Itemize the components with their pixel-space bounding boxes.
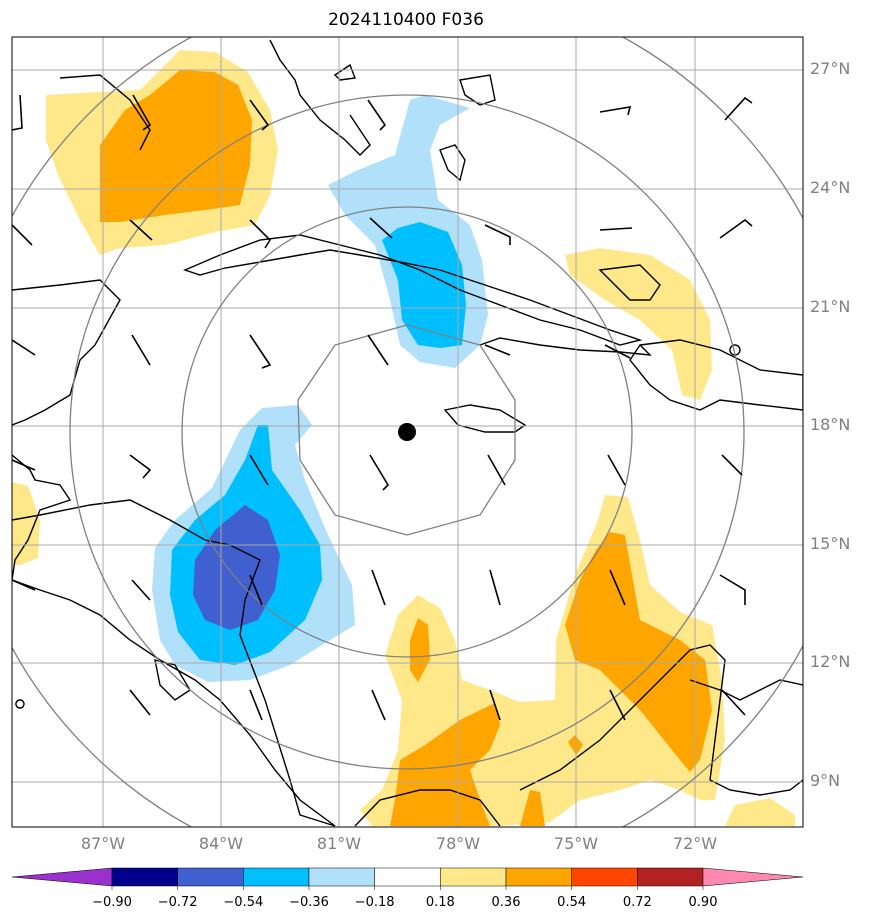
lon-label: 81°W bbox=[316, 834, 362, 853]
lat-label: 15°N bbox=[810, 534, 851, 553]
colorbar-tick-label: −0.18 bbox=[354, 895, 395, 910]
colorbar-tick-label: 0.54 bbox=[557, 895, 587, 910]
colorbar-segment bbox=[243, 867, 310, 887]
colorbar-segment bbox=[308, 867, 375, 887]
colorbar-tick-label: −0.72 bbox=[157, 895, 198, 910]
wind-barbs bbox=[12, 94, 753, 721]
lat-label: 21°N bbox=[810, 297, 851, 316]
lat-label: 18°N bbox=[810, 415, 851, 434]
coastlines bbox=[12, 39, 803, 827]
positive-anomaly-colombia bbox=[360, 495, 795, 826]
colorbar-tick-label: 0.36 bbox=[491, 895, 521, 910]
colorbar-extend-low bbox=[11, 867, 113, 887]
range-rings bbox=[12, 37, 803, 827]
colorbar-segment bbox=[440, 867, 507, 887]
colorbar-extend-high bbox=[702, 867, 804, 887]
colorbar-segment bbox=[374, 867, 441, 887]
lon-label: 72°W bbox=[672, 834, 718, 853]
lat-label: 27°N bbox=[810, 59, 851, 78]
positive-anomaly-gulf bbox=[46, 50, 278, 255]
storm-center-dot bbox=[398, 423, 416, 441]
lat-label: 24°N bbox=[810, 178, 851, 197]
colorbar-tick-label: 0.18 bbox=[425, 895, 455, 910]
lon-label: 84°W bbox=[198, 834, 244, 853]
lat-label: 9°N bbox=[810, 771, 841, 790]
colorbar-tick-label: −0.36 bbox=[289, 895, 329, 910]
colorbar-tick-label: −0.90 bbox=[92, 895, 132, 910]
colorbar-tick-label: −0.54 bbox=[223, 895, 264, 910]
colorbar-segment bbox=[111, 867, 178, 887]
colorbar-tick-label: 0.72 bbox=[622, 895, 652, 910]
colorbar-segment bbox=[637, 867, 704, 887]
map-title: 2024110400 F036 bbox=[328, 10, 484, 30]
positive-anomaly-haiti bbox=[565, 248, 712, 400]
colorbar-tick-label: 0.90 bbox=[688, 895, 718, 910]
lat-label: 12°N bbox=[810, 652, 851, 671]
negative-anomaly-cuba bbox=[328, 95, 488, 368]
colorbar-segment bbox=[505, 867, 572, 887]
lon-label: 87°W bbox=[80, 834, 126, 853]
lon-label: 78°W bbox=[435, 834, 481, 853]
colorbar-segment bbox=[177, 867, 244, 887]
colorbar bbox=[11, 867, 804, 890]
colorbar-segment bbox=[571, 867, 638, 887]
positive-anomaly-honduras-coast bbox=[12, 482, 40, 565]
lon-label: 75°W bbox=[553, 834, 599, 853]
